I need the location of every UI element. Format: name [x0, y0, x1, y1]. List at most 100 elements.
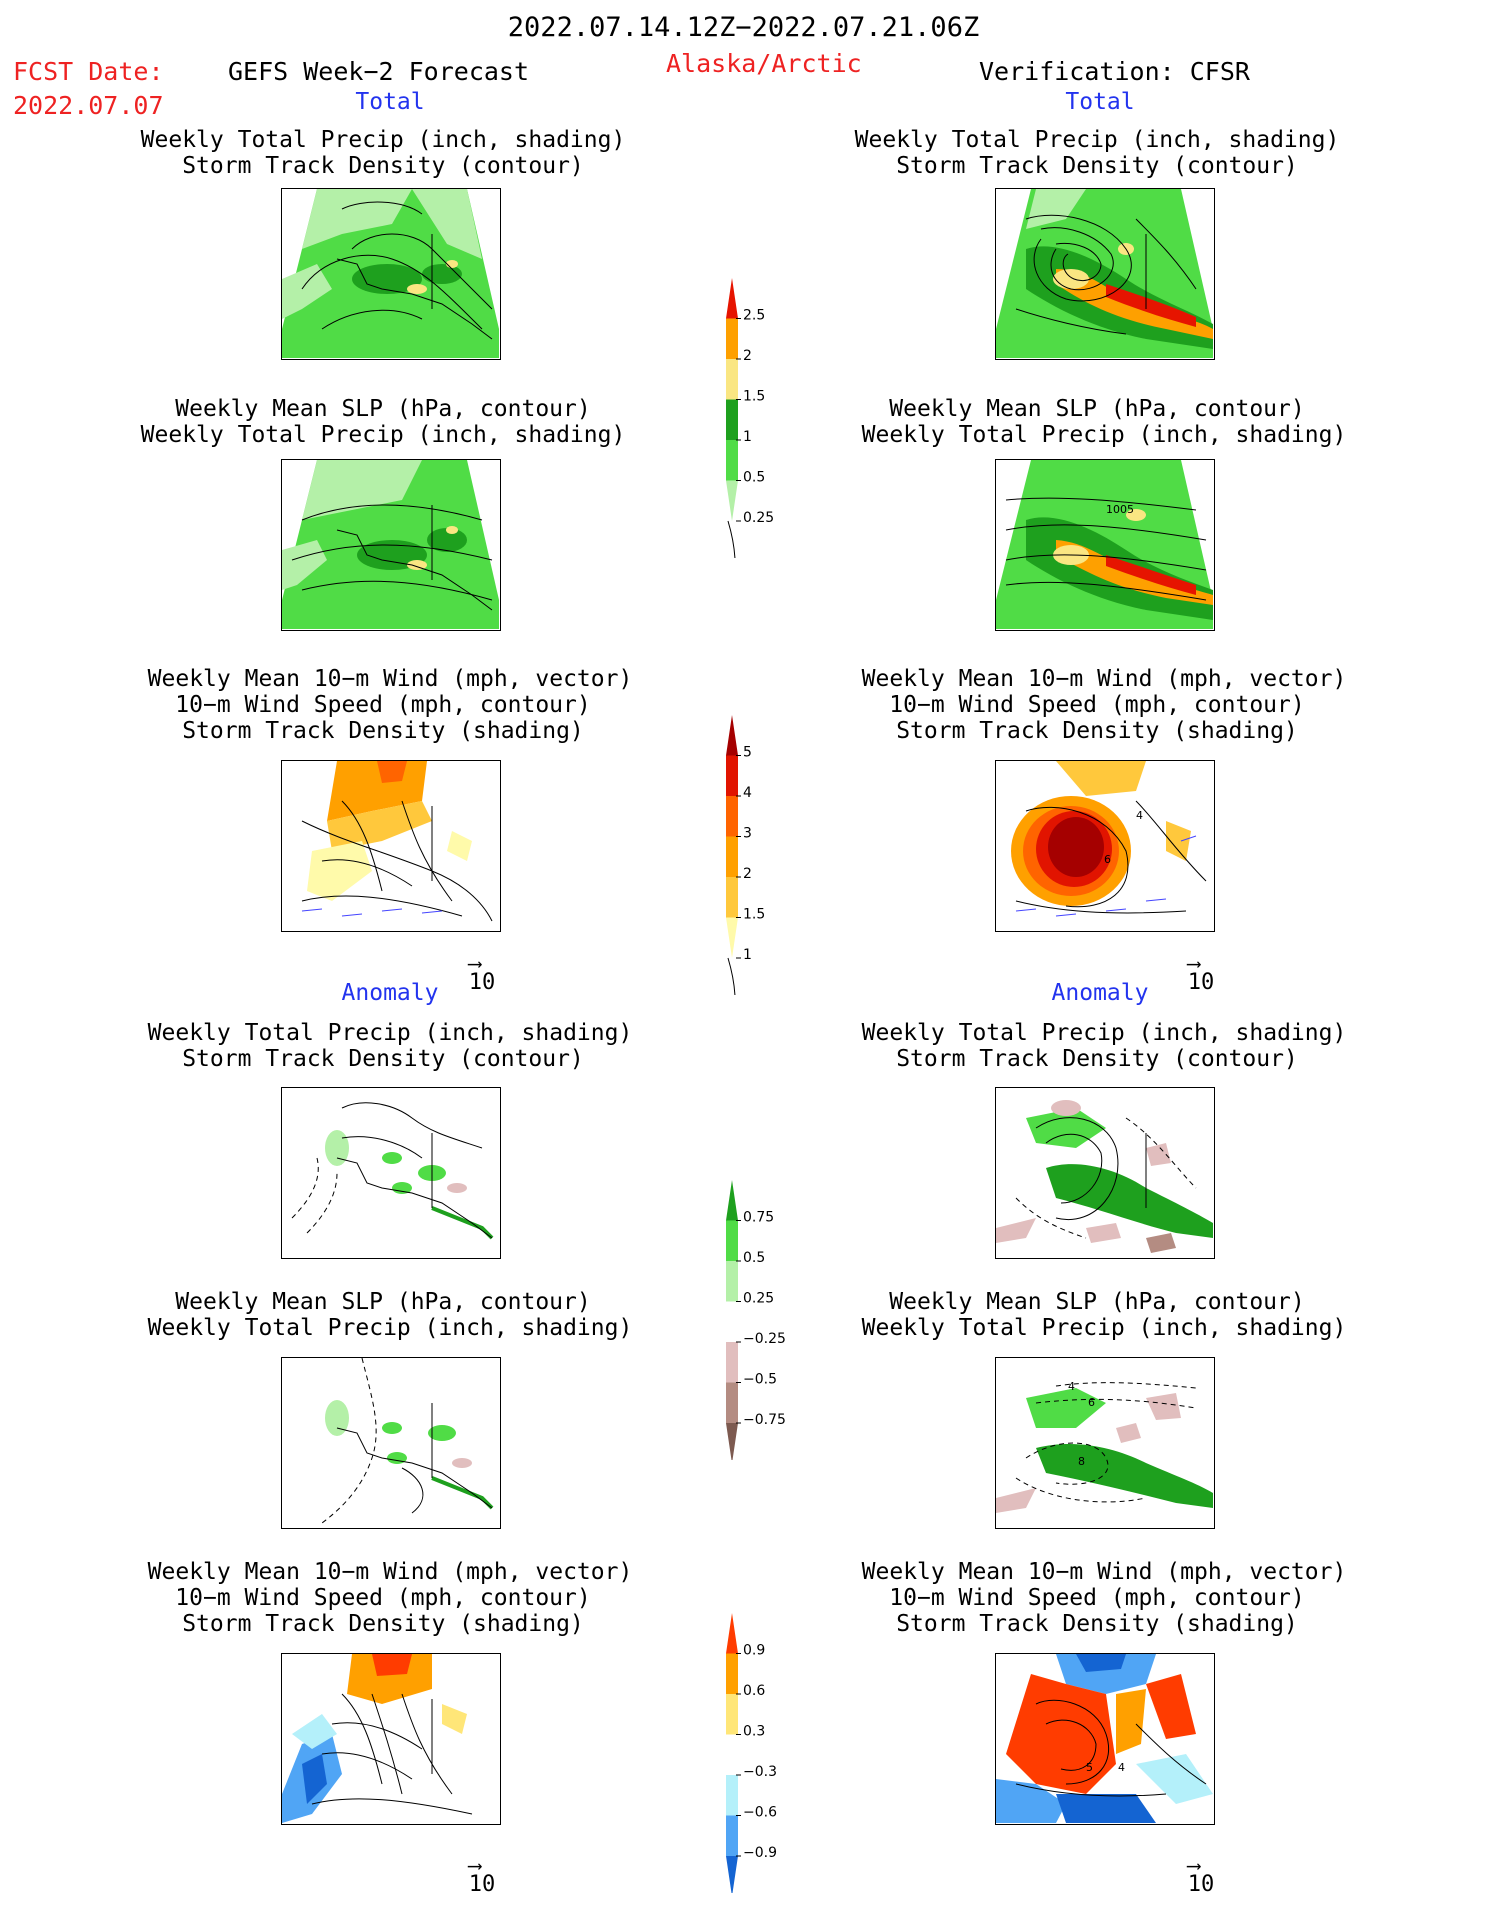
map-anom-precip-cfsr	[995, 1087, 1215, 1259]
title-l1-a: Weekly Total Precip (inch, shading)	[140, 127, 626, 153]
vector-ref-l-anom: ⟶ 10	[468, 1853, 496, 1897]
title-l5-a: Weekly Mean SLP (hPa, contour)	[175, 1289, 591, 1315]
colorbar-swatch	[726, 1261, 738, 1302]
colorbar-tail	[727, 520, 736, 558]
colorbar-track-total: 5 4 3 2 1.5 1	[726, 715, 765, 995]
map-total-wind-gefs	[281, 760, 501, 932]
colorbar-tick-label: −0.25	[743, 1331, 786, 1347]
map-total-slp-gefs	[281, 459, 501, 631]
title-l6-c: Storm Track Density (shading)	[182, 1611, 584, 1637]
colorbar-tick-label: 0.75	[743, 1210, 774, 1226]
colorbar-swatch	[726, 715, 738, 756]
title-l4-b: Storm Track Density (contour)	[182, 1046, 584, 1072]
title-l2-b: Weekly Total Precip (inch, shading)	[140, 422, 626, 448]
colorbar-tick-label: 2	[743, 866, 752, 882]
colorbar-swatch	[726, 1815, 738, 1856]
colorbar-swatch	[726, 1301, 738, 1342]
colorbar-swatch	[726, 1342, 738, 1383]
colorbar-tick-label: 0.9	[743, 1643, 765, 1659]
title-r6-b: 10−m Wind Speed (mph, contour)	[889, 1585, 1305, 1611]
colorbar-swatch	[726, 1382, 738, 1423]
contour-label-a4b: 4	[1118, 1761, 1125, 1774]
model-title: GEFS Week−2 Forecast	[228, 57, 530, 86]
colorbar-swatch	[726, 796, 738, 837]
title-l3-b: 10−m Wind Speed (mph, contour)	[175, 692, 591, 718]
colorbar-swatch	[726, 1856, 738, 1893]
title-l4-a: Weekly Total Precip (inch, shading)	[147, 1020, 633, 1046]
vector-ref-r-anom: ⟶ 10	[1187, 1853, 1215, 1897]
vector-ref-l-total: ⟶ 10	[468, 951, 496, 995]
contour-label-6: 6	[1104, 853, 1111, 866]
title-l2-a: Weekly Mean SLP (hPa, contour)	[175, 396, 591, 422]
title-r5-b: Weekly Total Precip (inch, shading)	[861, 1315, 1347, 1341]
title-r1-b: Storm Track Density (contour)	[896, 153, 1298, 179]
vector-ref-arrow-icon: ⟶	[1187, 1853, 1200, 1877]
region-title: Alaska/Arctic	[666, 49, 862, 78]
contour-label-a5: 5	[1086, 1761, 1093, 1774]
colorbar-swatch	[726, 1613, 738, 1654]
contour-label-4: 4	[1136, 809, 1143, 822]
section-anomaly-left: Anomaly	[341, 980, 439, 1006]
map-anom-wind-cfsr: 5 4	[995, 1653, 1215, 1825]
title-r2-b: Weekly Total Precip (inch, shading)	[861, 422, 1347, 448]
section-total-right: Total	[1065, 89, 1135, 115]
colorbar-swatch	[726, 1423, 738, 1460]
colorbar-tick-label: −0.5	[743, 1372, 777, 1388]
colorbar-swatch	[726, 1734, 738, 1775]
colorbar-precip-anom: 0.75 0.5 0.25 −0.25 −0.5 −0.75	[726, 1180, 786, 1460]
contour-label-a6: 6	[1088, 1396, 1095, 1409]
title-r4-a: Weekly Total Precip (inch, shading)	[861, 1020, 1347, 1046]
map-anom-wind-gefs	[281, 1653, 501, 1825]
colorbar-tick-label: 1	[743, 947, 752, 963]
colorbar-tick-label: 0.5	[743, 1250, 765, 1266]
title-r3-b: 10−m Wind Speed (mph, contour)	[889, 692, 1305, 718]
title-l6-a: Weekly Mean 10−m Wind (mph, vector)	[147, 1559, 633, 1585]
colorbar-tick-label: 0.5	[743, 470, 765, 486]
vector-ref-arrow-icon: ⟶	[468, 1853, 481, 1877]
colorbar-precip-total: 2.5 2 1.5 1 0.5 0.25	[726, 278, 774, 558]
title-r3-c: Storm Track Density (shading)	[896, 718, 1298, 744]
colorbar-swatch	[726, 278, 738, 319]
colorbar-swatch	[726, 440, 738, 481]
colorbar-swatch	[726, 1775, 738, 1816]
section-total-left: Total	[355, 89, 425, 115]
colorbar-tick-label: 0.3	[743, 1724, 765, 1740]
title-l3-a: Weekly Mean 10−m Wind (mph, vector)	[147, 666, 633, 692]
contour-label-a8: 8	[1078, 1455, 1085, 1468]
colorbar-swatch	[726, 1694, 738, 1735]
colorbar-track-anom: 0.9 0.6 0.3 −0.3 −0.6 −0.9	[726, 1613, 777, 1893]
colorbar-swatch	[726, 1220, 738, 1261]
title-r1-a: Weekly Total Precip (inch, shading)	[854, 127, 1340, 153]
vector-ref-r-total: ⟶ 10	[1187, 951, 1215, 995]
title-r6-a: Weekly Mean 10−m Wind (mph, vector)	[861, 1559, 1347, 1585]
fcst-date: 2022.07.07	[13, 91, 164, 120]
colorbar-tick-label: −0.6	[743, 1805, 777, 1821]
colorbar-tick-label: 0.6	[743, 1683, 765, 1699]
colorbar-tick-label: 0.25	[743, 1291, 774, 1307]
map-total-slp-cfsr: 1005	[995, 459, 1215, 631]
vector-ref-label: 10	[1187, 970, 1215, 995]
vector-ref-label: 10	[1187, 1872, 1215, 1897]
map-total-precip-gefs	[281, 188, 501, 360]
colorbar-swatch	[726, 399, 738, 440]
title-r5-a: Weekly Mean SLP (hPa, contour)	[889, 1289, 1305, 1315]
colorbar-tail	[727, 957, 736, 995]
map-anom-slp-gefs	[281, 1357, 501, 1529]
colorbar-tick-label: 5	[743, 745, 752, 761]
vector-ref-arrow-icon: ⟶	[1187, 951, 1200, 975]
colorbar-tick-label: 1.5	[743, 389, 765, 405]
vector-ref-label: 10	[468, 970, 496, 995]
title-r4-b: Storm Track Density (contour)	[896, 1046, 1298, 1072]
colorbar-swatch	[726, 836, 738, 877]
colorbar-tick-label: 2.5	[743, 308, 765, 324]
colorbar-tick-label: −0.9	[743, 1845, 777, 1861]
colorbar-swatch	[726, 1180, 738, 1221]
colorbar-tick-label: −0.3	[743, 1764, 777, 1780]
vector-ref-arrow-icon: ⟶	[468, 951, 481, 975]
colorbar-swatch	[726, 917, 738, 958]
colorbar-tick-label: 1.5	[743, 907, 765, 923]
title-r2-a: Weekly Mean SLP (hPa, contour)	[889, 396, 1305, 422]
title-l5-b: Weekly Total Precip (inch, shading)	[147, 1315, 633, 1341]
valid-period: 2022.07.14.12Z−2022.07.21.06Z	[507, 12, 980, 43]
contour-label-1005: 1005	[1106, 503, 1134, 516]
